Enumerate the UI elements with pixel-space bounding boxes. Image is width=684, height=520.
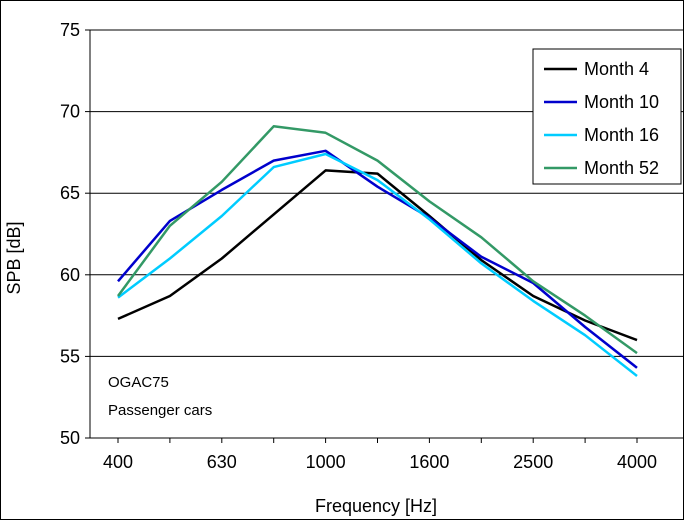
legend-box <box>532 48 682 185</box>
y-tick-label: 60 <box>60 265 80 285</box>
legend: Month 4 Month 10 Month 16 Month 52 <box>532 48 682 185</box>
y-tick-label: 55 <box>60 346 80 366</box>
x-tick-label: 2500 <box>513 452 553 472</box>
x-tick-label: 1600 <box>409 452 449 472</box>
x-axis-title: Frequency [Hz] <box>315 496 437 516</box>
y-tick-label: 75 <box>60 20 80 40</box>
x-tick-label: 400 <box>103 452 133 472</box>
legend-label: Month 16 <box>584 125 659 145</box>
series-line-month-10 <box>117 149 638 369</box>
axis-ticks: 50 55 60 65 70 75 400 630 1000 1600 2500 4000 <box>60 20 657 472</box>
x-tick-label: 630 <box>207 452 237 472</box>
annotation-ogac75: OGAC75 <box>108 374 169 391</box>
y-axis-title: SPB [dB] <box>4 221 24 294</box>
series-line-month-52 <box>116 125 638 355</box>
series-lines <box>116 125 638 377</box>
y-tick-label: 50 <box>60 428 80 448</box>
y-tick-label: 70 <box>60 102 80 122</box>
x-tick-label: 4000 <box>617 452 657 472</box>
annotation-passenger-cars: Passenger cars <box>108 402 212 419</box>
series-line-month-16 <box>117 152 638 377</box>
x-tick-label: 1000 <box>306 452 346 472</box>
series-line-month-4 <box>117 169 638 342</box>
legend-label: Month 10 <box>584 92 659 112</box>
plot-area <box>89 29 684 439</box>
legend-label: Month 52 <box>584 158 659 178</box>
y-tick-label: 65 <box>60 183 80 203</box>
legend-label: Month 4 <box>584 59 649 79</box>
